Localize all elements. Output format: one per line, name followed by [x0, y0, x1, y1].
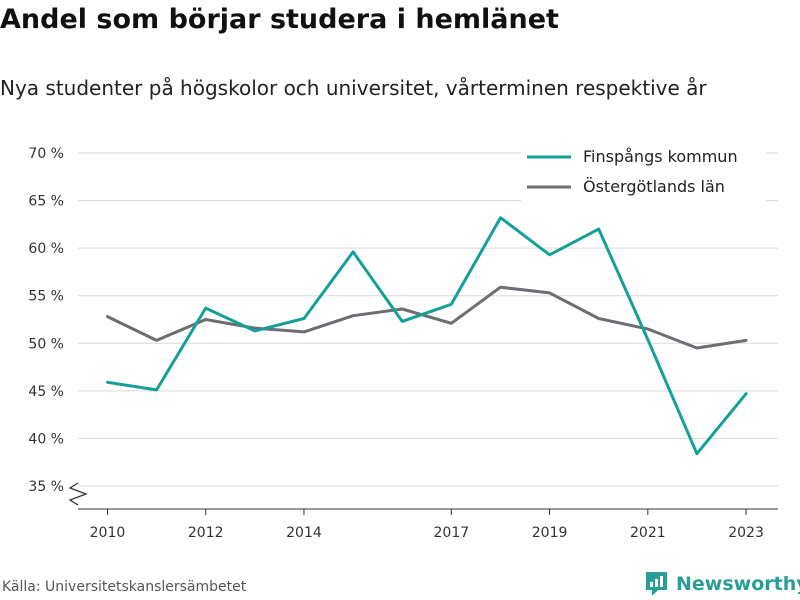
chart-subtitle: Nya studenter på högskolor och universit… — [0, 76, 707, 100]
x-axis — [68, 482, 778, 510]
series-line-finspang — [106, 216, 748, 456]
y-tick-label: 65 % — [28, 194, 64, 210]
bar-chart-logo-icon — [646, 572, 667, 596]
source-label: Källa: Universitetskanslersämbetet — [2, 579, 247, 595]
legend-background — [521, 140, 766, 202]
series-lines — [106, 216, 748, 456]
y-tick-label: 40 % — [28, 431, 64, 447]
axis-break-icon — [68, 482, 88, 506]
y-tick-label: 45 % — [28, 384, 64, 400]
y-axis-ticks: 35 % 40 % 45 % 50 % 55 % 60 % 65 % 70 % — [28, 146, 64, 495]
y-tick-label: 50 % — [28, 336, 64, 352]
y-tick-label: 35 % — [28, 479, 64, 495]
x-tick-label: 2012 — [188, 525, 224, 541]
chart-title: Andel som börjar studera i hemlänet — [0, 4, 559, 35]
y-tick-label: 70 % — [28, 146, 64, 162]
brand-name: Newsworthy — [676, 573, 800, 595]
x-tick-label: 2014 — [286, 525, 322, 541]
x-tick-label: 2023 — [728, 525, 764, 541]
series-line-ostergotland — [106, 285, 748, 350]
x-axis-ticks: 2010 2012 2014 2017 2019 2021 2023 — [90, 509, 764, 541]
x-tick-label: 2010 — [90, 525, 126, 541]
legend-label: Finspångs kommun — [583, 147, 738, 166]
legend: Finspångs kommun Östergötlands län — [521, 140, 766, 202]
y-tick-label: 60 % — [28, 241, 64, 257]
newsworthy-logo: Newsworthy — [644, 569, 800, 599]
legend-label: Östergötlands län — [583, 177, 725, 196]
x-tick-label: 2021 — [630, 525, 666, 541]
x-tick-label: 2017 — [434, 525, 470, 541]
x-tick-label: 2019 — [532, 525, 568, 541]
grid-lines — [78, 152, 778, 487]
y-tick-label: 55 % — [28, 289, 64, 305]
